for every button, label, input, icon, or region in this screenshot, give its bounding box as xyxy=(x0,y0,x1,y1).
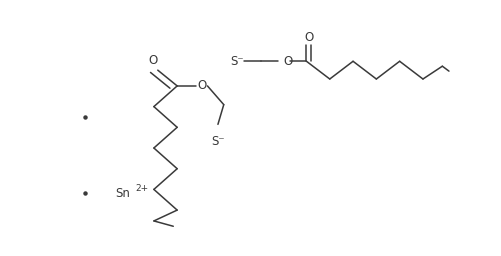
Text: Sn: Sn xyxy=(115,187,130,200)
Text: O: O xyxy=(283,55,293,68)
Text: S⁻: S⁻ xyxy=(230,55,244,68)
Text: 2+: 2+ xyxy=(135,184,148,193)
Text: O: O xyxy=(197,79,206,92)
Text: O: O xyxy=(148,54,158,67)
Text: S⁻: S⁻ xyxy=(211,135,225,148)
Text: O: O xyxy=(304,30,314,44)
